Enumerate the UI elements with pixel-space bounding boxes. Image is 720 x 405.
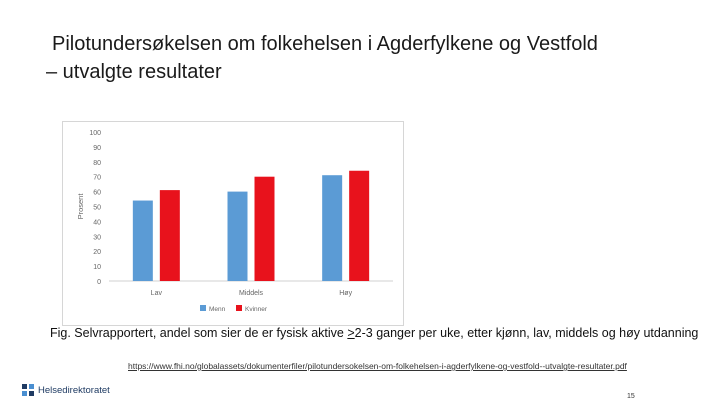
y-tick-label: 40 — [93, 219, 101, 226]
legend-label-kvinner: Kvinner — [245, 306, 268, 313]
x-tick-label: Høy — [339, 290, 352, 297]
bar-chart: 0 10 20 30 40 50 60 70 80 90 100 Prosent Lav Middels H… — [76, 130, 393, 313]
y-tick-label: 30 — [93, 234, 101, 241]
source-link[interactable]: https://www.fhi.no/globalassets/dokument… — [128, 361, 627, 371]
legend-label-menn: Menn — [209, 306, 226, 313]
bar-kvinner-lav — [159, 190, 180, 281]
x-tick-label: Middels — [239, 290, 264, 297]
legend-swatch-kvinner — [236, 305, 242, 311]
y-tick-label: 50 — [93, 205, 101, 212]
caption-ge-symbol: > — [347, 326, 355, 340]
logo-mark-icon — [22, 384, 34, 396]
figure-caption: Fig. Selvrapportert, andel som sier de e… — [50, 325, 700, 341]
y-tick-label: 10 — [93, 264, 101, 271]
bar-kvinner-høy — [349, 170, 370, 281]
y-tick-label: 100 — [89, 130, 101, 137]
legend-swatch-menn — [200, 305, 206, 311]
chart-container: 0 10 20 30 40 50 60 70 80 90 100 Prosent Lav Middels H… — [62, 121, 404, 326]
bar-menn-lav — [132, 200, 153, 281]
x-tick-label: Lav — [151, 290, 163, 297]
bar-menn-høy — [322, 175, 343, 281]
y-axis-label: Prosent — [76, 193, 85, 220]
bar-kvinner-middels — [254, 176, 275, 281]
caption-text-start: Fig. Selvrapportert, andel som sier de e… — [50, 326, 348, 340]
y-tick-label: 0 — [97, 279, 101, 286]
logo-text: Helsedirektoratet — [38, 384, 110, 396]
title-line-1: Pilotundersøkelsen om folkehelsen i Agde… — [52, 33, 598, 55]
y-tick-label: 90 — [93, 145, 101, 152]
page-number: 15 — [627, 393, 635, 400]
y-tick-label: 80 — [93, 160, 101, 167]
y-tick-label: 60 — [93, 190, 101, 197]
y-tick-label: 70 — [93, 175, 101, 182]
title-line-2: – utvalgte resultater — [46, 61, 222, 83]
helsedirektoratet-logo: Helsedirektoratet — [22, 384, 110, 396]
caption-text-end: 2-3 ganger per uke, etter kjønn, lav, mi… — [354, 326, 699, 340]
bar-menn-middels — [227, 191, 248, 281]
slide-title: Pilotundersøkelsen om folkehelsen i Agde… — [46, 30, 706, 86]
y-tick-label: 20 — [93, 249, 101, 256]
